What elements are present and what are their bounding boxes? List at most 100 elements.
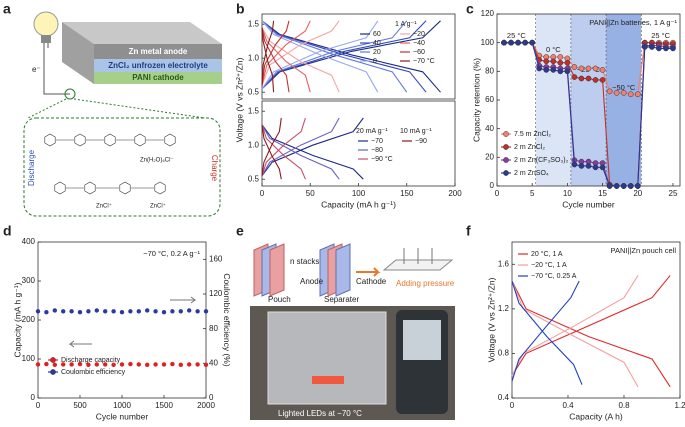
data-point <box>648 44 655 50</box>
x-tick-label: 2000 <box>197 401 215 410</box>
data-point <box>187 362 192 367</box>
chart-title: PANI||Zn batteries, 1 A g⁻¹ <box>589 18 677 27</box>
separator-label: Separater <box>324 295 359 304</box>
y2-tick-label: 40 <box>209 358 218 367</box>
legend-label: −20 <box>413 31 425 38</box>
x-tick-label: 200 <box>448 189 462 198</box>
y-tick-label: 400 <box>22 237 36 246</box>
band-label: 25 °C <box>651 31 670 40</box>
ion-label: ZnCl⁺ <box>150 203 166 210</box>
panel-letter: b <box>236 1 245 17</box>
x-tick-label: 1500 <box>155 401 173 410</box>
series-line <box>261 20 379 93</box>
y-tick-label: 300 <box>22 276 36 285</box>
data-point <box>145 308 150 313</box>
y-axis-label: Capacity (mA h g⁻¹) <box>12 282 22 357</box>
cathode-layer <box>94 72 222 84</box>
temperature-band <box>535 14 571 186</box>
data-point <box>550 58 557 65</box>
charge-label: Charge <box>210 155 219 182</box>
zoom-circle <box>64 88 76 100</box>
data-point <box>557 59 564 66</box>
ring <box>104 133 116 147</box>
data-point <box>119 362 125 367</box>
series-line <box>261 117 282 180</box>
legend-label: 60 <box>373 31 381 38</box>
data-point <box>557 68 564 75</box>
data-point <box>599 164 606 171</box>
legend-label: 20 <box>373 49 381 56</box>
data-point <box>585 163 592 169</box>
y2-tick-label: 160 <box>209 254 223 263</box>
complex-label: Zn(H₂O)₆Cl⁻ <box>140 158 174 164</box>
wire <box>43 43 70 95</box>
data-point <box>578 65 585 72</box>
legend-label: −40 <box>413 40 425 47</box>
data-point <box>571 161 578 168</box>
legend-marker <box>503 144 509 150</box>
ring <box>154 181 166 195</box>
data-point <box>508 39 514 46</box>
arrow <box>356 267 381 277</box>
x-tick-label: 500 <box>73 401 87 410</box>
legend-marker <box>50 357 56 363</box>
photo-caption: Lighted LEDs at −70 °C <box>278 409 362 418</box>
axis-arrow <box>68 340 92 348</box>
data-point <box>606 183 613 189</box>
chart-title: PANI||Zn pouch cell <box>611 246 677 255</box>
data-point <box>599 77 606 83</box>
data-point <box>627 183 634 189</box>
cathode-stack <box>319 243 351 297</box>
legend-label: −70 °C, 0.25 A <box>531 272 577 280</box>
y2-axis-label: Coulombic efficiency (%) <box>222 273 232 367</box>
data-point <box>44 361 49 367</box>
data-point <box>634 183 641 189</box>
zoom-line <box>27 98 206 119</box>
legend-marker <box>503 131 509 137</box>
legend-label: 2 m ZnCl₂ <box>514 144 545 151</box>
data-point <box>620 183 627 189</box>
legend-marker <box>503 157 509 163</box>
data-point <box>543 67 550 73</box>
data-point <box>536 65 543 72</box>
data-point <box>195 362 200 367</box>
x-tick-label: 0.4 <box>562 401 574 410</box>
data-point <box>187 308 192 313</box>
ring <box>119 181 131 195</box>
data-point <box>128 309 133 314</box>
series-line <box>261 20 290 93</box>
x-axis-label: Capacity (A h) <box>569 411 623 421</box>
data-point <box>161 362 167 367</box>
x-tick-label: 50 <box>306 189 315 198</box>
series-line <box>261 20 311 93</box>
ring <box>54 181 66 195</box>
series-line <box>511 280 583 385</box>
data-point <box>69 362 74 367</box>
data-point <box>52 308 57 313</box>
data-point <box>592 65 599 72</box>
panel-letter: a <box>3 1 11 17</box>
data-point <box>656 45 662 52</box>
data-point <box>111 362 116 368</box>
legend-label: −90 °C <box>371 155 393 163</box>
x-tick-label: 15 <box>598 189 607 198</box>
legend-label: −60 <box>413 49 425 56</box>
data-point <box>578 75 585 82</box>
x-tick-label: 20 <box>633 189 642 198</box>
pouch-cell: n stacks Anode Cathode Pouch Separater A… <box>250 243 455 420</box>
data-point <box>35 362 41 367</box>
data-point <box>103 362 108 367</box>
annotation: −70 °C, 0.2 A g⁻¹ <box>143 249 200 258</box>
y-tick-label: 100 <box>22 354 36 363</box>
series-line <box>261 117 364 180</box>
y-tick-label: 0 <box>490 181 495 190</box>
ring <box>44 133 56 147</box>
band-label: 0 °C <box>546 45 561 54</box>
legend-label: −70 °C <box>413 57 435 65</box>
structure <box>44 133 176 195</box>
data-point <box>145 362 150 368</box>
data-point <box>670 45 676 52</box>
electrolyte-layer <box>94 59 222 72</box>
y-tick-label: 200 <box>22 315 36 324</box>
data-point <box>522 39 529 46</box>
